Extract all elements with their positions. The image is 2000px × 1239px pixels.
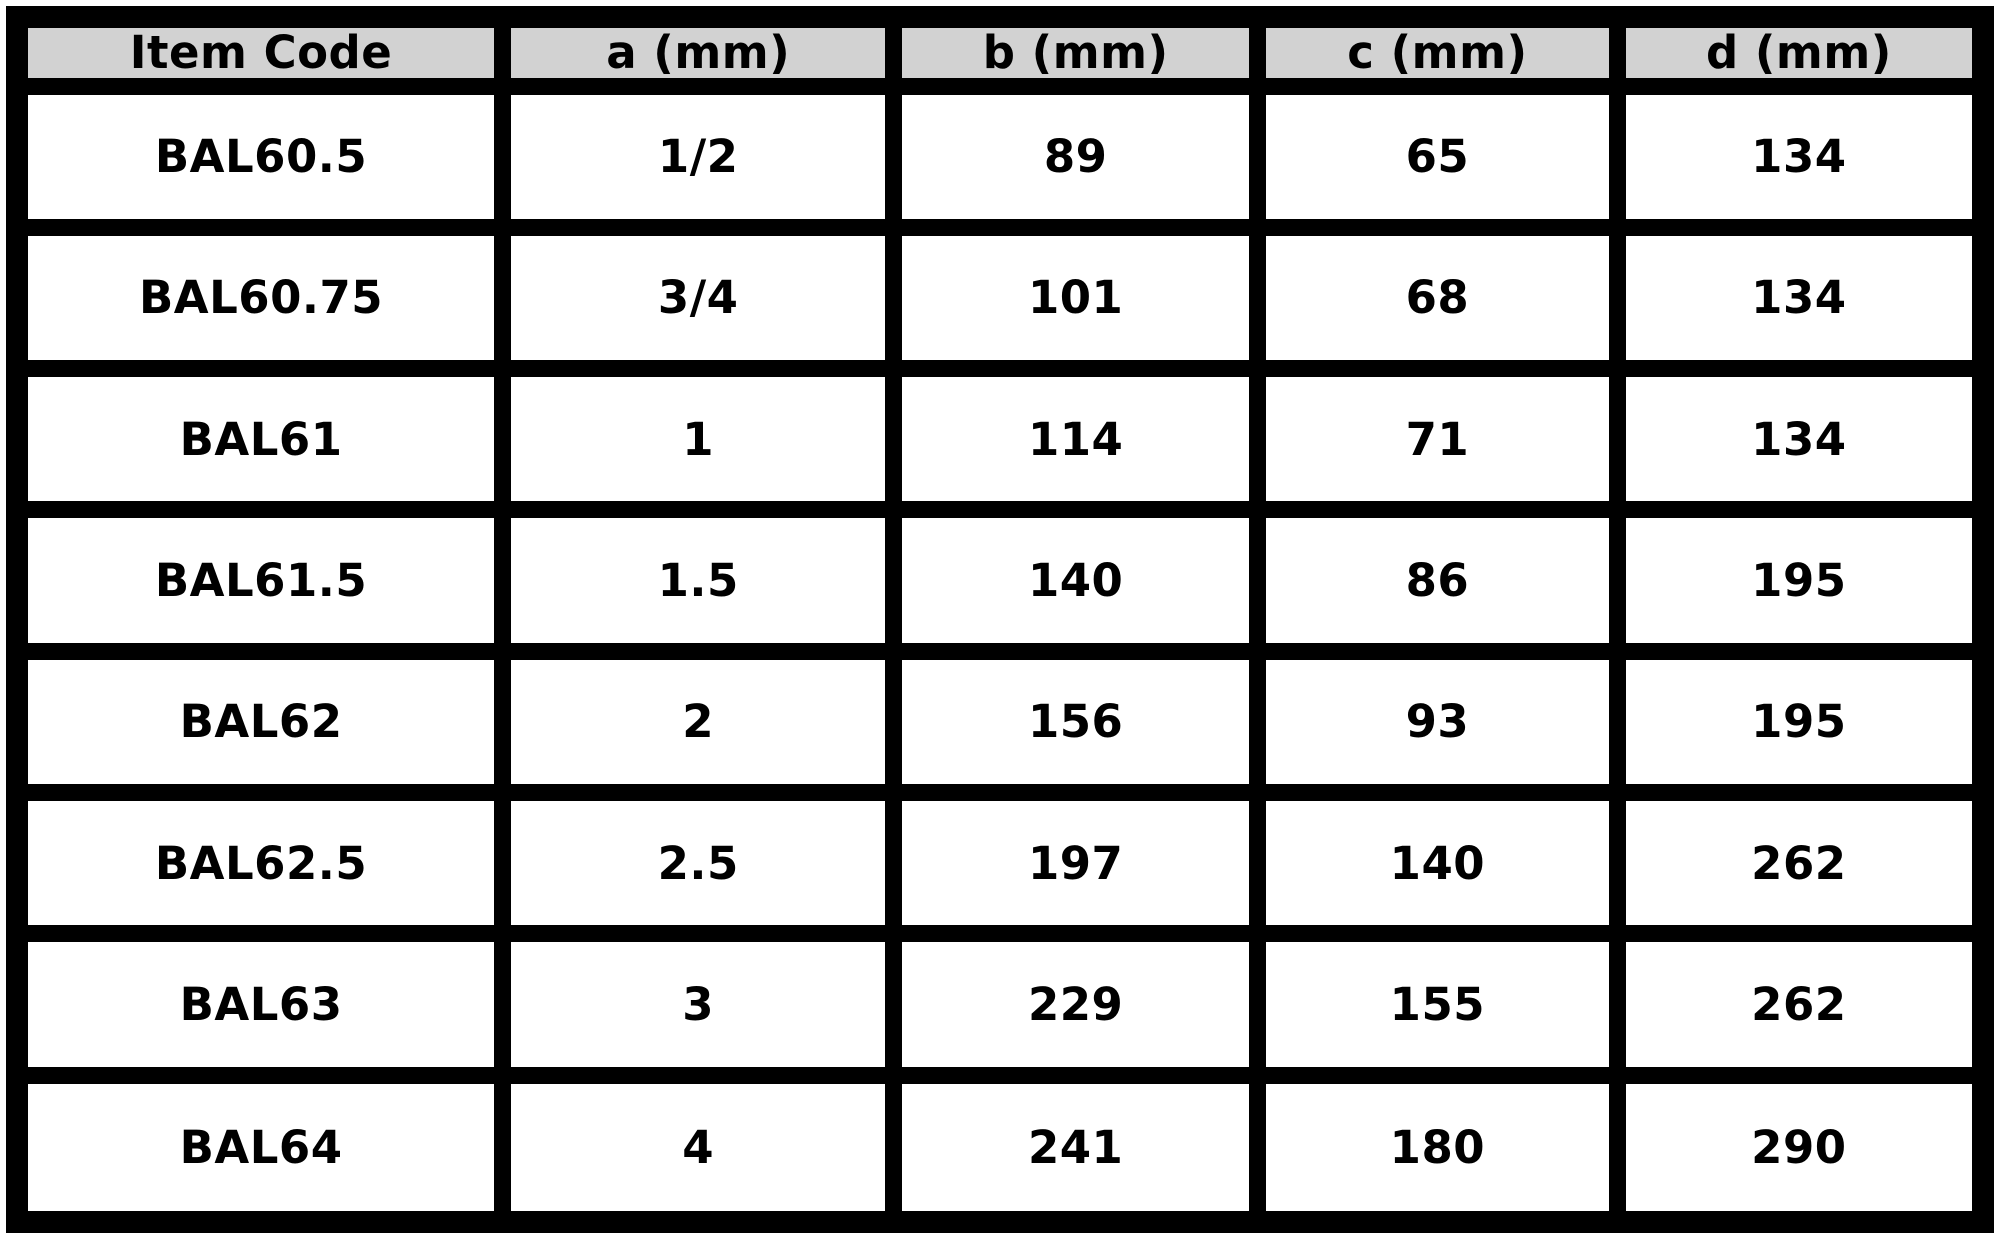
table-row: BAL62.5 2.5 197 140 262 [8,784,1992,943]
c-value-cell: 68 [1249,218,1626,378]
b-value-cell: 156 [885,642,1267,802]
a-value-cell: 1.5 [494,501,903,660]
b-value-cell: 114 [885,360,1267,519]
a-value-cell: 3 [494,925,903,1084]
d-value-cell: 134 [1608,218,1992,378]
header-cell-a-mm: a (mm) [494,8,903,95]
c-value-cell: 180 [1249,1066,1626,1231]
d-value-cell: 195 [1608,642,1992,802]
item-code-cell: BAL62 [8,642,512,802]
a-value-cell: 3/4 [494,218,903,378]
header-cell-b-mm: b (mm) [885,8,1267,95]
c-value-cell: 86 [1249,501,1626,660]
item-code-cell: BAL64 [8,1066,512,1231]
header-row: Item Code a (mm) b (mm) c (mm) d (mm) [8,8,1992,95]
item-code-cell: BAL61 [8,360,512,519]
item-code-cell: BAL61.5 [8,501,512,660]
item-code-cell: BAL60.75 [8,218,512,378]
b-value-cell: 101 [885,218,1267,378]
item-code-cell: BAL60.5 [8,77,512,236]
c-value-cell: 71 [1249,360,1626,519]
d-value-cell: 262 [1608,925,1992,1084]
d-value-cell: 290 [1608,1066,1992,1231]
header-cell-c-mm: c (mm) [1249,8,1626,95]
table-row: BAL63 3 229 155 262 [8,925,1992,1084]
table-row: BAL60.75 3/4 101 68 134 [8,218,1992,378]
d-value-cell: 262 [1608,784,1992,943]
dimensions-spec-table: Item Code a (mm) b (mm) c (mm) d (mm) BA… [6,6,1994,1233]
item-code-cell: BAL62.5 [8,784,512,943]
b-value-cell: 241 [885,1066,1267,1231]
a-value-cell: 2 [494,642,903,802]
c-value-cell: 140 [1249,784,1626,943]
d-value-cell: 134 [1608,77,1992,236]
table-row: BAL61.5 1.5 140 86 195 [8,501,1992,660]
table-row: BAL64 4 241 180 290 [8,1066,1992,1231]
b-value-cell: 89 [885,77,1267,236]
a-value-cell: 1/2 [494,77,903,236]
table-row: BAL62 2 156 93 195 [8,642,1992,802]
table-row: BAL60.5 1/2 89 65 134 [8,77,1992,236]
d-value-cell: 195 [1608,501,1992,660]
c-value-cell: 65 [1249,77,1626,236]
item-code-cell: BAL63 [8,925,512,1084]
c-value-cell: 155 [1249,925,1626,1084]
d-value-cell: 134 [1608,360,1992,519]
header-cell-d-mm: d (mm) [1608,8,1992,95]
b-value-cell: 229 [885,925,1267,1084]
b-value-cell: 140 [885,501,1267,660]
header-cell-item-code: Item Code [8,8,512,95]
a-value-cell: 4 [494,1066,903,1231]
table-row: BAL61 1 114 71 134 [8,360,1992,519]
a-value-cell: 1 [494,360,903,519]
c-value-cell: 93 [1249,642,1626,802]
b-value-cell: 197 [885,784,1267,943]
a-value-cell: 2.5 [494,784,903,943]
